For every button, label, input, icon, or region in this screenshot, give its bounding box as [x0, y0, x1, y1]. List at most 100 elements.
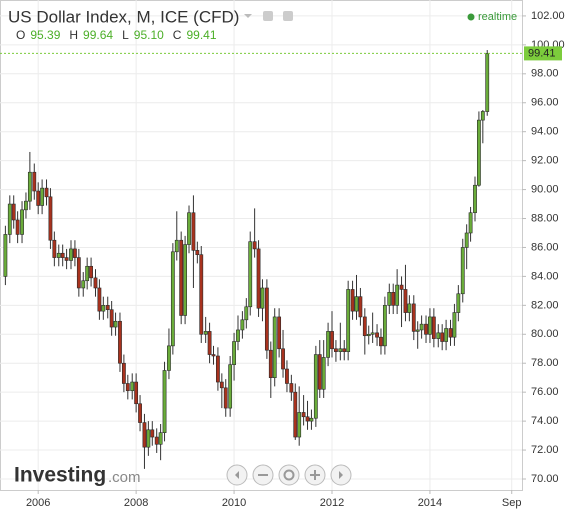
candle-body	[407, 303, 412, 313]
candle-body	[281, 348, 285, 370]
candle-body	[444, 328, 448, 342]
candle-body	[452, 312, 457, 338]
brand-suffix: .com	[108, 469, 141, 486]
candle-body	[350, 289, 355, 312]
x-tick-label: 2008	[124, 497, 148, 509]
candle-body	[101, 305, 106, 312]
candle-body	[36, 190, 41, 206]
candle-body	[64, 257, 69, 261]
candle-body	[338, 348, 343, 352]
candles	[0, 50, 522, 469]
candle-body	[142, 422, 147, 448]
candle-body	[109, 309, 114, 328]
candle-body	[81, 280, 86, 289]
candle-body	[395, 284, 400, 306]
candle-body	[342, 348, 347, 352]
y-tick-label: 86.00	[531, 241, 559, 253]
candle-body	[244, 306, 249, 321]
ohlc-label: L	[122, 28, 129, 42]
status-text: realtime	[478, 11, 517, 23]
candle-body	[207, 331, 212, 355]
candle-body	[187, 212, 191, 245]
y-tick-label: 92.00	[531, 155, 559, 167]
candle-body	[203, 331, 208, 335]
candle-body	[216, 355, 220, 383]
x-tick-label: 2006	[26, 497, 50, 509]
y-tick-label: 94.00	[531, 126, 559, 138]
candle-body	[411, 303, 416, 332]
y-tick-label: 84.00	[531, 270, 559, 282]
candle-body	[264, 287, 269, 351]
candle-body	[419, 323, 424, 331]
candle-body	[183, 244, 187, 316]
candle-body	[260, 287, 265, 309]
reset-button[interactable]	[278, 464, 300, 486]
candle-body	[179, 239, 184, 316]
candle-body	[375, 332, 379, 338]
candle-body	[248, 241, 253, 308]
dropdown-icon[interactable]	[244, 14, 252, 18]
x-tick-label: 2010	[222, 497, 246, 509]
candle-body	[464, 232, 469, 248]
candle-body	[76, 257, 81, 289]
candle-body	[44, 187, 49, 198]
candle-body	[370, 332, 375, 335]
candle-body	[69, 248, 73, 261]
candle-body	[236, 329, 240, 342]
candle-body	[448, 328, 453, 338]
settings-icon[interactable]	[283, 11, 293, 21]
candle-body	[162, 370, 167, 433]
y-tick-label: 82.00	[531, 299, 559, 311]
candle-body	[15, 219, 20, 235]
candle-body	[3, 234, 8, 277]
candle-body	[330, 331, 334, 350]
y-tick-label: 76.00	[531, 386, 559, 398]
candle-body	[358, 296, 363, 318]
candle-body	[85, 265, 90, 282]
x-tick-label: 2012	[320, 497, 344, 509]
candle-body	[125, 383, 130, 392]
candle-body	[170, 251, 175, 347]
status-dot	[467, 13, 475, 21]
candle-body	[7, 203, 12, 235]
candle-body	[379, 336, 383, 347]
candle-body	[366, 333, 371, 337]
candle-body	[293, 391, 298, 438]
ohlc-label: H	[69, 28, 78, 42]
y-tick-label: 98.00	[531, 68, 559, 80]
last-price-tag	[524, 46, 562, 61]
candle-body	[334, 348, 338, 352]
candle-body	[321, 357, 326, 390]
candle-body	[456, 293, 461, 313]
candle-body	[60, 252, 65, 258]
candle-body	[32, 171, 37, 192]
candle-body	[301, 412, 306, 418]
candle-body	[56, 252, 61, 258]
candle-body	[219, 381, 224, 389]
candle-body	[480, 111, 485, 121]
candle-body	[154, 436, 159, 445]
y-tick-label: 102.00	[531, 10, 565, 22]
brand: Investing	[14, 464, 106, 487]
candle-body	[138, 403, 142, 423]
candle-body	[232, 341, 236, 365]
candle-body	[256, 248, 261, 309]
camera-icon[interactable]	[263, 11, 273, 21]
candle-body	[240, 319, 245, 331]
candle-body	[150, 429, 155, 438]
candle-body	[436, 332, 441, 339]
candle-body	[399, 284, 404, 290]
ohlc-header: O 95.39 H 99.64 L 95.10 C 99.41	[16, 28, 217, 42]
candle-body	[268, 349, 273, 379]
candle-body	[27, 171, 32, 202]
candle-body	[211, 354, 216, 357]
candle-body	[391, 292, 396, 306]
candle-body	[40, 187, 45, 206]
x-tick-label: 2014	[418, 497, 442, 509]
candle-body	[387, 292, 392, 306]
candle-body	[313, 354, 318, 419]
candle-body	[415, 329, 420, 332]
candle-body	[317, 354, 322, 390]
candle-body	[134, 381, 139, 405]
chart-title: US Dollar Index, M, ICE (CFD)	[8, 7, 239, 26]
